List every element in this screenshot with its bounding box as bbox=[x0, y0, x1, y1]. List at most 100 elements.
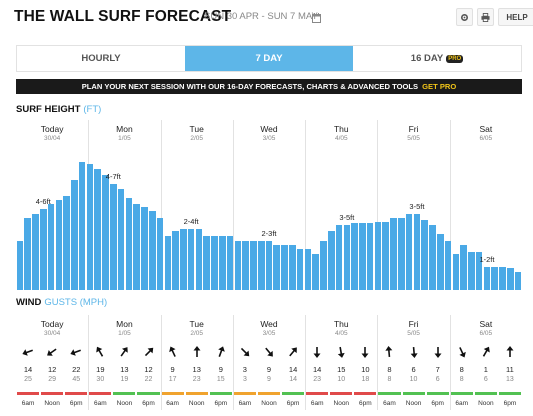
wind-speed: 9 bbox=[170, 365, 175, 374]
wind-speed: 8 bbox=[387, 365, 392, 374]
surf-bar bbox=[421, 219, 428, 290]
surf-bar bbox=[187, 228, 195, 290]
surf-range-label: 3-5ft bbox=[409, 202, 425, 212]
surf-bar bbox=[390, 218, 397, 290]
surf-bar bbox=[366, 223, 374, 290]
surf-bar bbox=[335, 225, 343, 290]
surf-bar bbox=[374, 221, 382, 290]
wind-arrow-icon bbox=[480, 346, 492, 358]
wind-speed: 10 bbox=[361, 365, 370, 374]
wind-arrow-icon bbox=[311, 346, 323, 358]
time-label: 6am bbox=[94, 400, 107, 407]
day-divider bbox=[160, 120, 162, 290]
surf-bar bbox=[475, 252, 483, 290]
wind-gust: 14 bbox=[289, 376, 297, 383]
day-header: Sat 6/05 bbox=[450, 124, 522, 142]
wind-rating-bar bbox=[161, 392, 184, 395]
calendar-icon[interactable] bbox=[312, 10, 321, 28]
wind-gust: 13 bbox=[506, 376, 514, 383]
forecast-tabs: HOURLY 7 DAY 16 DAY PRO bbox=[16, 45, 522, 72]
surf-bar bbox=[164, 236, 172, 290]
promo-text: PLAN YOUR NEXT SESSION WITH OUR 16-DAY F… bbox=[81, 82, 419, 91]
page-header: THE WALL SURF FORECAST SUN 30 APR - SUN … bbox=[14, 6, 533, 28]
surf-bar bbox=[257, 241, 265, 290]
wind-heading: WIND GUSTS (MPH) bbox=[16, 297, 108, 308]
wind-speed: 13 bbox=[120, 365, 129, 374]
page-title: THE WALL SURF FORECAST bbox=[14, 8, 232, 25]
get-pro-link[interactable]: GET PRO bbox=[422, 82, 457, 91]
wind-gust: 17 bbox=[168, 376, 177, 383]
wind-gust: 15 bbox=[216, 376, 225, 383]
help-button[interactable]: HELP bbox=[498, 8, 533, 26]
time-label: 6am bbox=[21, 400, 35, 407]
wind-gust: 30 bbox=[96, 376, 105, 383]
day-divider bbox=[160, 315, 162, 410]
wind-rating-bar bbox=[474, 392, 497, 395]
wind-gust: 8 bbox=[387, 376, 392, 383]
time-label: 6pm bbox=[431, 400, 444, 407]
day-date: 6/05 bbox=[479, 135, 493, 142]
day-date: 5/05 bbox=[407, 135, 420, 142]
tab-16-day[interactable]: 16 DAY PRO bbox=[410, 53, 464, 64]
surf-range-label: 4-7ft bbox=[105, 171, 121, 181]
day-divider bbox=[449, 315, 451, 410]
day-name: Wed bbox=[260, 319, 278, 329]
wind-arrow-icon bbox=[263, 346, 275, 358]
wind-rating-bar bbox=[354, 392, 377, 395]
surf-bar bbox=[55, 200, 63, 290]
day-name: Mon bbox=[116, 319, 133, 329]
wind-arrow-icon bbox=[504, 346, 516, 358]
wind-rating-bar bbox=[306, 392, 329, 395]
surf-bar bbox=[273, 245, 281, 290]
tab-7-day[interactable]: 7 DAY bbox=[185, 46, 353, 71]
day-divider bbox=[88, 315, 90, 410]
day-divider bbox=[232, 315, 234, 410]
wind-speed: 1 bbox=[483, 365, 488, 374]
day-date: 1/05 bbox=[118, 330, 131, 337]
day-name: Tue bbox=[189, 319, 204, 329]
surf-bar bbox=[499, 266, 506, 290]
surf-bar bbox=[327, 230, 335, 290]
surf-bar bbox=[16, 241, 24, 290]
surf-bar bbox=[47, 203, 55, 290]
surf-bar bbox=[444, 241, 452, 290]
wind-arrow-icon bbox=[118, 346, 130, 358]
surf-bar bbox=[413, 214, 421, 290]
day-header: Mon 1/05 bbox=[88, 319, 160, 337]
surf-bar bbox=[71, 180, 78, 290]
wind-arrow-icon bbox=[143, 346, 155, 358]
surf-bar bbox=[491, 266, 499, 290]
wind-gust: 45 bbox=[72, 376, 81, 383]
printer-icon bbox=[481, 12, 490, 22]
gear-icon bbox=[460, 13, 469, 21]
surf-bar bbox=[281, 245, 288, 290]
day-name: Fri bbox=[408, 319, 419, 329]
wind-gust: 3 bbox=[242, 376, 247, 383]
wind-gust: 25 bbox=[24, 376, 32, 383]
day-date: 1/05 bbox=[118, 135, 131, 142]
day-date: 3/05 bbox=[262, 135, 276, 142]
settings-button[interactable] bbox=[456, 8, 473, 26]
print-button[interactable] bbox=[477, 8, 494, 26]
surf-bar bbox=[156, 218, 164, 290]
surf-range-label: 2-4ft bbox=[183, 216, 199, 226]
wind-gust: 23 bbox=[192, 376, 201, 383]
day-header: Thu 4/05 bbox=[305, 319, 377, 337]
wind-gust: 9 bbox=[267, 376, 271, 383]
wind-arrow-icon bbox=[167, 346, 179, 358]
day-name: Mon bbox=[116, 124, 133, 134]
surf-bar bbox=[117, 189, 125, 290]
surf-bar bbox=[211, 236, 218, 290]
wind-gust: 18 bbox=[361, 376, 370, 383]
surf-bar bbox=[382, 221, 390, 290]
tab-hourly[interactable]: HOURLY bbox=[81, 53, 121, 64]
day-divider bbox=[377, 315, 379, 410]
time-label: 6pm bbox=[503, 400, 517, 407]
surf-bar bbox=[24, 218, 31, 290]
day-date: 2/05 bbox=[190, 135, 204, 142]
time-label: Noon bbox=[44, 400, 60, 407]
wind-rating-bar bbox=[17, 392, 40, 395]
surf-bar bbox=[125, 198, 133, 290]
wind-gust: 19 bbox=[120, 376, 129, 383]
wind-rating-bar bbox=[137, 392, 160, 395]
